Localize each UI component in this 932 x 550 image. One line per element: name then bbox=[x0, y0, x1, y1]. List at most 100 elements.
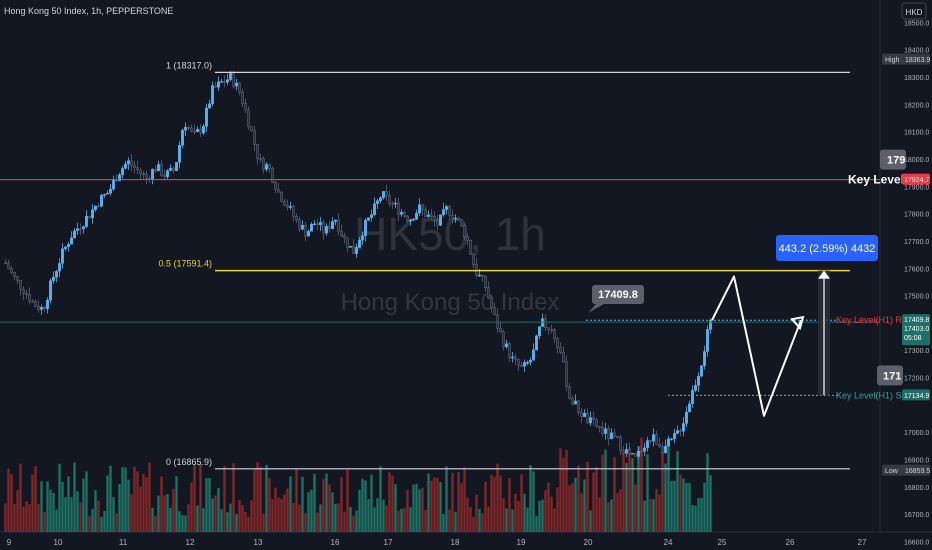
plot-area[interactable] bbox=[0, 0, 880, 532]
candle-body bbox=[382, 191, 385, 198]
volume-bar bbox=[463, 467, 466, 532]
volume-bar bbox=[466, 497, 469, 532]
price-scale-area[interactable] bbox=[880, 0, 932, 550]
price-tick-label: 17900.0 bbox=[904, 184, 929, 191]
candle-body bbox=[700, 365, 703, 377]
high-label: High bbox=[885, 57, 900, 64]
support-price: 17134.9 bbox=[904, 393, 929, 400]
candle-body bbox=[73, 230, 76, 239]
candle-body bbox=[553, 329, 556, 339]
volume-bar bbox=[520, 474, 523, 532]
price-tick-label: 16600.0 bbox=[904, 539, 929, 546]
volume-bar bbox=[280, 498, 283, 532]
candle-body bbox=[25, 293, 28, 295]
measure-label-box[interactable] bbox=[776, 235, 878, 261]
volume-bar bbox=[400, 508, 403, 532]
volume-bar bbox=[511, 509, 514, 532]
watermark-subtitle: Hong Kong 50 Index bbox=[341, 289, 560, 316]
candle-body bbox=[556, 338, 559, 348]
projection-path[interactable] bbox=[711, 275, 802, 417]
key-level-callout-box[interactable] bbox=[880, 149, 906, 170]
volume-bar bbox=[625, 463, 628, 532]
candle-body bbox=[304, 225, 307, 237]
volume-bar bbox=[580, 493, 583, 532]
volume-bar bbox=[376, 498, 379, 532]
candle-body bbox=[322, 222, 325, 234]
volume-bar bbox=[334, 503, 337, 532]
volume-bar bbox=[160, 476, 163, 532]
candle-body bbox=[151, 169, 154, 180]
volume-bars bbox=[4, 437, 712, 532]
low-value: 16859.5 bbox=[905, 468, 930, 475]
volume-bar bbox=[571, 483, 574, 532]
volume-bar bbox=[325, 473, 328, 532]
candle-body bbox=[439, 214, 442, 226]
candle-body bbox=[511, 356, 514, 359]
candle-body bbox=[202, 126, 205, 134]
candle-body bbox=[250, 126, 253, 132]
volume-bar bbox=[340, 477, 343, 532]
time-axis[interactable]: 9 10 11 12 13 16 17 18 19 20 24 25 26 27 bbox=[7, 538, 867, 547]
volume-bar bbox=[265, 464, 268, 532]
candle-body bbox=[463, 225, 466, 238]
candle-body bbox=[325, 226, 328, 234]
volume-bar bbox=[682, 478, 685, 532]
volume-bar bbox=[220, 509, 223, 532]
candle-body bbox=[241, 91, 244, 104]
price-tick-label: 18000.0 bbox=[904, 157, 929, 164]
candle-body bbox=[178, 145, 181, 163]
volume-bar bbox=[607, 502, 610, 532]
volume-bar bbox=[487, 506, 490, 532]
candle-body bbox=[502, 331, 505, 347]
volume-bar bbox=[25, 501, 28, 532]
support-callout-box[interactable] bbox=[877, 365, 903, 386]
time-tick-label: 9 bbox=[7, 538, 12, 547]
time-tick-label: 26 bbox=[786, 538, 795, 547]
candle-body bbox=[637, 450, 640, 457]
candle-body bbox=[166, 170, 169, 178]
volume-bar bbox=[223, 466, 226, 532]
candle-body bbox=[181, 129, 184, 146]
volume-bar bbox=[406, 490, 409, 532]
volume-bar bbox=[691, 505, 694, 532]
price-tick-label: 18200.0 bbox=[904, 102, 929, 109]
currency-badge[interactable] bbox=[901, 2, 927, 20]
volume-bar bbox=[262, 513, 265, 532]
volume-bar bbox=[421, 487, 424, 532]
candle-body bbox=[583, 413, 586, 417]
volume-bar bbox=[73, 462, 76, 532]
candle-body bbox=[616, 436, 619, 438]
volume-bar bbox=[517, 500, 520, 532]
time-tick-label: 25 bbox=[718, 538, 727, 547]
candle-body bbox=[487, 287, 490, 299]
candle-body bbox=[670, 438, 673, 441]
volume-bar bbox=[454, 511, 457, 532]
price-callout[interactable]: 17409.8 bbox=[588, 285, 644, 313]
candle-body bbox=[262, 158, 265, 170]
candle-body bbox=[187, 127, 190, 129]
volume-bar bbox=[343, 511, 346, 532]
candle-body bbox=[526, 362, 529, 364]
candle-body bbox=[640, 450, 643, 453]
candle-body bbox=[112, 179, 115, 190]
candle-body bbox=[448, 206, 451, 216]
candle-body bbox=[703, 351, 706, 366]
volume-bar bbox=[604, 449, 607, 532]
candle-body bbox=[298, 219, 301, 230]
time-tick-label: 24 bbox=[664, 538, 673, 547]
volume-bar bbox=[553, 508, 556, 532]
volume-bar bbox=[622, 452, 625, 532]
symbol-title[interactable]: Hong Kong 50 Index, 1h, PEPPERSTONE bbox=[4, 6, 173, 16]
volume-bar bbox=[397, 510, 400, 532]
volume-bar bbox=[382, 499, 385, 532]
candle-body bbox=[172, 167, 175, 171]
volume-bar bbox=[631, 458, 634, 532]
candle-body bbox=[532, 349, 535, 361]
time-tick-label: 13 bbox=[254, 538, 263, 547]
volume-bar bbox=[364, 480, 367, 532]
volume-bar bbox=[286, 488, 289, 532]
volume-bar bbox=[619, 489, 622, 532]
candle-body bbox=[43, 307, 46, 309]
